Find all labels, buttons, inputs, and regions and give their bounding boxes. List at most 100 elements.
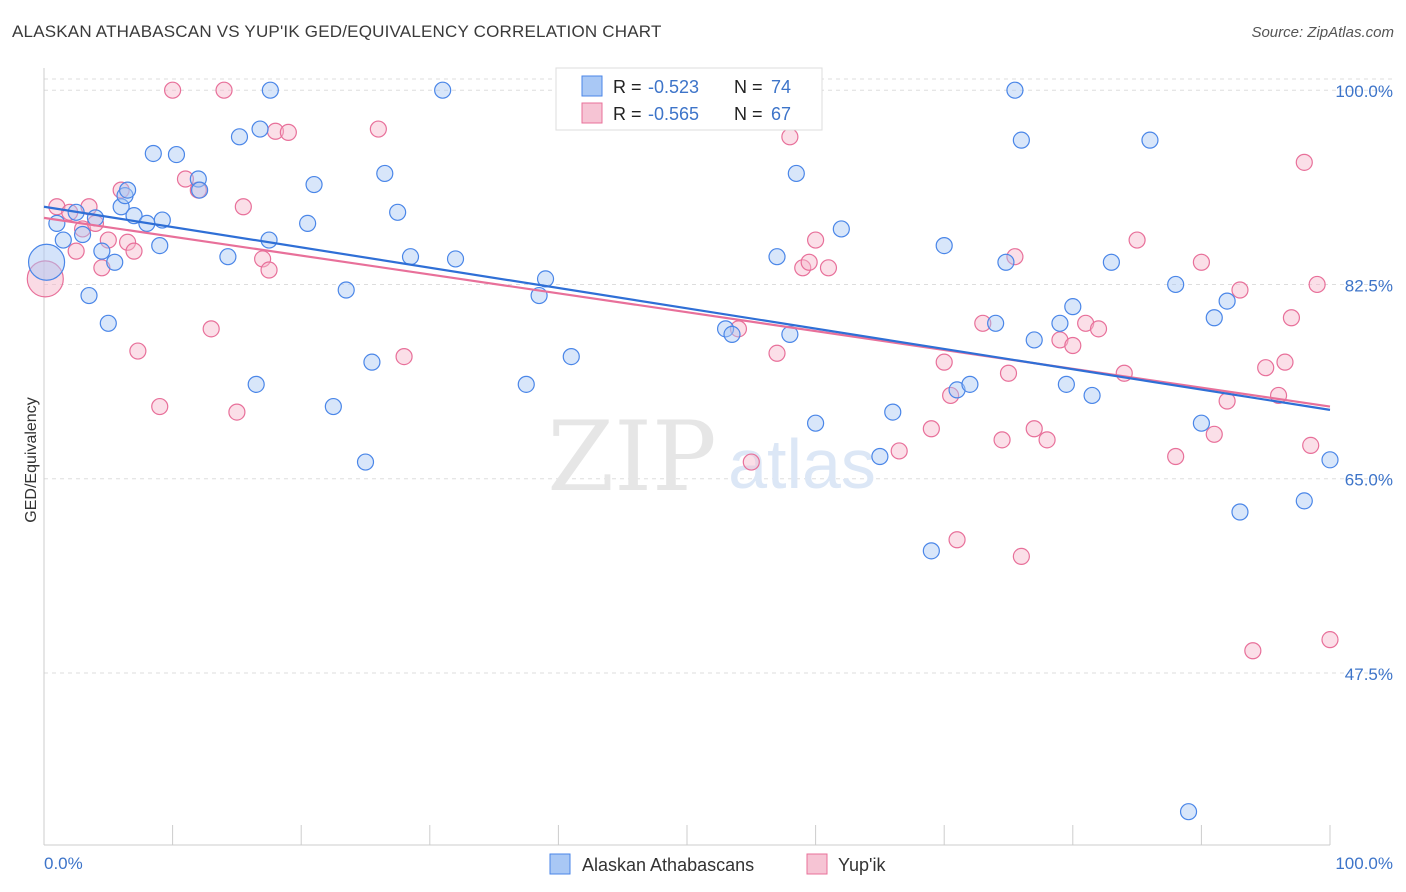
athabascan-point bbox=[27, 243, 66, 281]
athabascan-point bbox=[230, 128, 249, 146]
athabascan-point bbox=[324, 397, 342, 416]
yupik-point bbox=[922, 420, 940, 438]
athabascan-point bbox=[1321, 451, 1339, 469]
athabascan-point bbox=[106, 253, 124, 271]
source-credit: Source: ZipAtlas.com bbox=[1251, 24, 1394, 41]
athabascan-point bbox=[112, 198, 130, 216]
athabascan-point bbox=[1167, 275, 1185, 294]
watermark-atlas: atlas bbox=[728, 425, 876, 503]
athabascan-point bbox=[1205, 309, 1223, 327]
yupik-point bbox=[974, 314, 992, 332]
yupik-point bbox=[999, 364, 1018, 382]
athabascan-point bbox=[305, 175, 323, 194]
athabascan-point bbox=[446, 250, 465, 268]
athabascan-point bbox=[151, 237, 169, 255]
athabascan-point bbox=[806, 414, 825, 432]
athabascan-point bbox=[1006, 81, 1024, 99]
athabascan-point bbox=[99, 314, 117, 332]
yupik-point bbox=[118, 233, 137, 251]
athabascan-point bbox=[1102, 253, 1120, 271]
athabascan-point bbox=[997, 253, 1015, 271]
athabascan-point bbox=[871, 447, 889, 466]
athabascan-point bbox=[363, 353, 381, 371]
athabascan-point bbox=[48, 214, 66, 232]
yupik-point bbox=[1295, 153, 1313, 171]
yupik-point bbox=[93, 259, 111, 277]
axes bbox=[43, 68, 1331, 846]
y-tick-labels: 100.0% 82.5% 65.0% 47.5% bbox=[1335, 82, 1393, 684]
y-axis-label: GED/Equivalency bbox=[23, 397, 40, 522]
yupik-point bbox=[369, 120, 387, 138]
y-tick-label: 82.5% bbox=[1345, 276, 1393, 295]
athabascan-point bbox=[517, 375, 535, 393]
yupik-point bbox=[395, 348, 413, 366]
yupik-point bbox=[948, 531, 966, 549]
athabascan-point bbox=[768, 248, 786, 266]
legend-n-label-yupik: N = bbox=[734, 104, 768, 124]
bottom-legend-swatch-yupik bbox=[806, 853, 828, 875]
athabascan-point bbox=[93, 242, 111, 260]
y-tick-label: 47.5% bbox=[1345, 665, 1393, 684]
yupik-point bbox=[781, 128, 799, 146]
athabascan-point bbox=[376, 164, 394, 183]
yupik-point bbox=[768, 344, 786, 362]
yupik-point bbox=[1321, 631, 1339, 649]
yupik-point bbox=[164, 81, 182, 99]
yupik-point bbox=[1038, 431, 1056, 449]
yupik-point bbox=[1231, 281, 1249, 299]
athabascan-point bbox=[884, 403, 902, 421]
yupik-point bbox=[1282, 309, 1301, 327]
legend-r-label-athabascan: R = bbox=[613, 77, 647, 97]
athabascan-point bbox=[1064, 298, 1082, 316]
athabascan-point bbox=[987, 314, 1005, 332]
legend-n-label-athabascan: N = bbox=[734, 77, 768, 97]
y-tick-label: 65.0% bbox=[1345, 471, 1393, 490]
athabascan-point bbox=[1083, 386, 1101, 405]
legend-r-value-athabascan: -0.523 bbox=[648, 77, 699, 97]
y-tick-label: 100.0% bbox=[1335, 82, 1393, 101]
athabascan-point bbox=[401, 248, 420, 266]
athabascan-point bbox=[787, 164, 805, 183]
athabascan-point bbox=[389, 203, 407, 221]
yupik-point bbox=[1128, 231, 1146, 249]
athabascan-points bbox=[27, 81, 1339, 821]
yupik-point bbox=[1205, 425, 1223, 443]
athabascan-point bbox=[948, 381, 966, 399]
athabascan-point bbox=[1192, 414, 1211, 432]
athabascan-point bbox=[1295, 492, 1313, 510]
athabascan-point bbox=[261, 81, 279, 99]
athabascan-point bbox=[251, 120, 269, 138]
legend-r-label-yupik: R = bbox=[613, 104, 647, 124]
athabascan-point bbox=[1057, 375, 1075, 393]
correlation-legend: R = -0.523 N = 74 R = -0.565 N = 67 bbox=[555, 67, 823, 131]
athabascan-point bbox=[1231, 503, 1249, 521]
yupik-point bbox=[260, 261, 278, 279]
athabascan-point bbox=[434, 81, 452, 99]
yupik-point bbox=[1012, 547, 1030, 566]
yupik-point bbox=[800, 253, 818, 271]
legend-n-value-yupik: 67 bbox=[771, 104, 791, 124]
yupik-point bbox=[819, 259, 838, 277]
yupik-point bbox=[1064, 336, 1082, 355]
yupik-point bbox=[1244, 642, 1262, 660]
athabascan-point bbox=[247, 375, 265, 393]
athabascan-point bbox=[1218, 292, 1236, 310]
athabascan-point bbox=[260, 231, 278, 249]
yupik-point bbox=[1302, 436, 1320, 454]
athabascan-point bbox=[356, 453, 375, 471]
athabascan-point bbox=[86, 209, 105, 227]
yupik-point bbox=[1192, 253, 1211, 271]
legend-r-value-yupik: -0.565 bbox=[648, 104, 699, 124]
yupik-point bbox=[234, 198, 252, 216]
athabascan-point bbox=[1051, 314, 1069, 332]
athabascan-point bbox=[191, 181, 209, 199]
yupik-point bbox=[202, 320, 220, 338]
watermark: ZIP atlas bbox=[547, 401, 876, 513]
yupik-point bbox=[1257, 359, 1275, 377]
athabascan-point bbox=[299, 214, 317, 232]
grid-lines bbox=[44, 78, 1393, 674]
bottom-legend-swatch-athabascan bbox=[549, 853, 571, 875]
bottom-legend-label-yupik: Yup'ik bbox=[838, 855, 886, 875]
trend-line-athabascan bbox=[43, 205, 1331, 411]
